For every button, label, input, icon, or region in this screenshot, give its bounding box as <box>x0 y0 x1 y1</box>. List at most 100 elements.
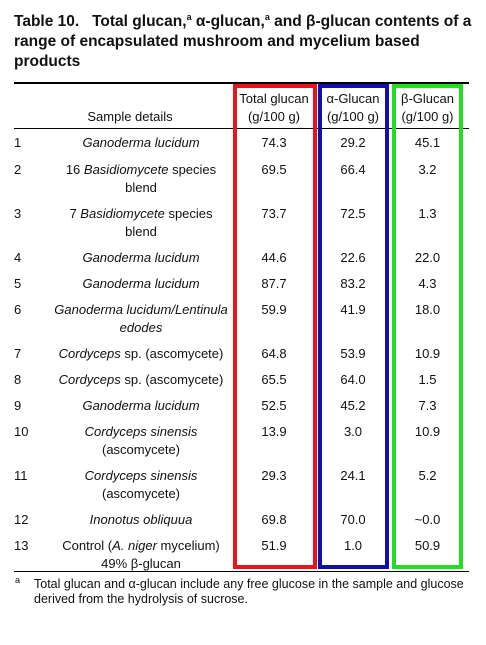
row-number: 2 <box>14 162 22 177</box>
value: 51.9 <box>261 538 287 553</box>
row-number: 13 <box>14 538 29 553</box>
row-number: 8 <box>14 372 22 387</box>
value: 74.3 <box>261 135 287 150</box>
value: 22.6 <box>340 250 366 265</box>
value: 22.0 <box>414 250 441 265</box>
text-part: 16 <box>65 162 84 177</box>
value-cell: 69.8 <box>235 511 313 529</box>
value: 3.0 <box>343 424 363 439</box>
value: 7.3 <box>418 398 437 413</box>
sample-cell: Ganoderma lucidum <box>52 249 230 267</box>
text-part: sp. (ascomycete) <box>120 346 224 361</box>
number-cell: 5 <box>14 275 44 293</box>
text-part: a <box>186 11 192 22</box>
value-cell: 22.0 <box>394 249 461 267</box>
value: 69.5 <box>261 162 287 177</box>
number-cell: 13 <box>14 537 44 555</box>
text-part: Ganoderma lucidum <box>82 250 200 265</box>
value-cell: 64.0 <box>320 371 386 389</box>
value-cell: 44.6 <box>235 249 313 267</box>
value-cell: 66.4 <box>320 161 386 179</box>
value: 50.9 <box>414 538 441 553</box>
value-cell: 59.9 <box>235 301 313 319</box>
number-cell: 3 <box>14 205 44 223</box>
text-part: Cordyceps <box>58 346 121 361</box>
value-cell: 3.0 <box>320 423 386 441</box>
sample-cell: Ganoderma lucidum <box>52 275 230 293</box>
value: 1.5 <box>418 372 437 387</box>
row-number: 5 <box>14 276 22 291</box>
number-cell: 7 <box>14 345 44 363</box>
header-cell: α-Glucan (g/100 g) <box>320 90 386 125</box>
header-cell: Sample details <box>40 108 220 126</box>
number-cell: 8 <box>14 371 44 389</box>
top-rule <box>14 82 469 84</box>
value: 64.8 <box>261 346 287 361</box>
value: 3.2 <box>418 162 437 177</box>
value: 65.5 <box>261 372 287 387</box>
bottom-rule <box>14 571 469 572</box>
sample-cell: 16 Basidiomycete species blend <box>52 161 230 196</box>
value: 1.0 <box>343 538 363 553</box>
header-cell: β-Glucan (g/100 g) <box>394 90 461 125</box>
value: 1.3 <box>418 206 437 221</box>
value-cell: 7.3 <box>394 397 461 415</box>
highlight-beta <box>392 84 463 569</box>
value: 5.2 <box>418 468 437 483</box>
value: 41.9 <box>340 302 366 317</box>
text-part: A. niger <box>112 538 157 553</box>
value: ~0.0 <box>414 512 441 527</box>
row-number: 12 <box>14 512 29 527</box>
value-cell: 74.3 <box>235 134 313 152</box>
row-number: 7 <box>14 346 22 361</box>
text-part: and β-glucan contents of a range of enca… <box>14 13 472 70</box>
sample-cell: Inonotus obliquua <box>52 511 230 529</box>
text-part: Control ( <box>62 538 113 553</box>
value: 45.2 <box>340 398 366 413</box>
sample-cell: Control (A. niger mycelium) 49% β-glucan <box>52 537 230 572</box>
text-part: species blend <box>125 206 213 239</box>
text-part: Ganoderma lucidum <box>82 398 200 413</box>
text-part: Cordyceps <box>58 372 121 387</box>
text-part: a <box>264 11 270 22</box>
value-cell: 1.3 <box>394 205 461 223</box>
value-cell: 24.1 <box>320 467 386 485</box>
value-cell: 72.5 <box>320 205 386 223</box>
row-number: 6 <box>14 302 22 317</box>
value-cell: 45.2 <box>320 397 386 415</box>
highlight-alpha <box>318 84 389 569</box>
value-cell: 5.2 <box>394 467 461 485</box>
value-cell: 51.9 <box>235 537 313 555</box>
value: 29.2 <box>340 135 366 150</box>
value-cell: 29.3 <box>235 467 313 485</box>
value: 72.5 <box>340 206 366 221</box>
number-cell: 12 <box>14 511 44 529</box>
row-number: 11 <box>14 468 28 483</box>
sample-cell: Ganoderma lucidum <box>52 397 230 415</box>
value-cell: 10.9 <box>394 345 461 363</box>
value-cell: 18.0 <box>394 301 461 319</box>
value: 66.4 <box>340 162 366 177</box>
value-cell: 4.3 <box>394 275 461 293</box>
value-cell: 45.1 <box>394 134 461 152</box>
value-cell: 69.5 <box>235 161 313 179</box>
text-part: mycelium) 49% β-glucan <box>101 538 220 571</box>
value-cell: 50.9 <box>394 537 461 555</box>
row-number: 1 <box>14 135 22 150</box>
number-cell: 1 <box>14 134 44 152</box>
value: 4.3 <box>418 276 437 291</box>
column-name: β-Glucan <box>401 91 454 106</box>
text-part: Cordyceps sinensis <box>84 424 198 439</box>
value-cell: 64.8 <box>235 345 313 363</box>
text-part: α-glucan, <box>191 13 265 30</box>
header-rule <box>14 128 469 129</box>
row-number: 4 <box>14 250 22 265</box>
column-name: Total glucan <box>239 91 309 106</box>
value: 59.9 <box>261 302 287 317</box>
row-number: 3 <box>14 206 22 221</box>
sample-cell: Cordyceps sinensis (ascomycete) <box>52 423 230 458</box>
value: 10.9 <box>414 346 441 361</box>
value-cell: 83.2 <box>320 275 386 293</box>
text-part: Inonotus obliquua <box>89 512 193 527</box>
number-cell: 10 <box>14 423 44 441</box>
